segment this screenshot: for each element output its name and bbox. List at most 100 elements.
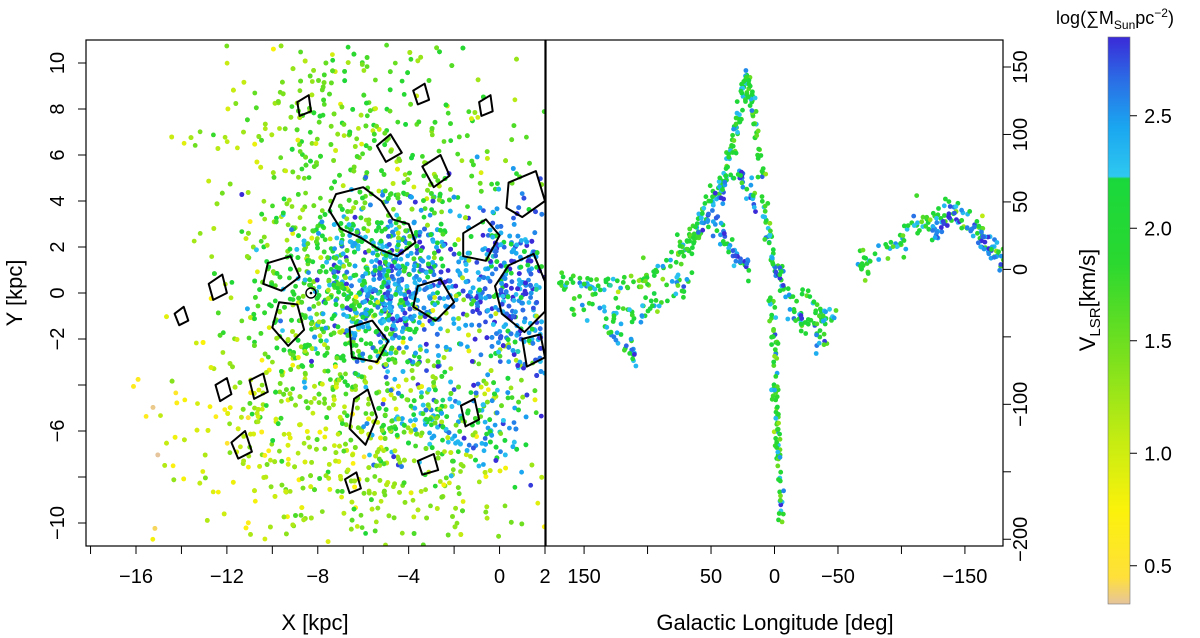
left-data-point	[502, 452, 508, 458]
left-data-point	[413, 427, 418, 433]
right-data-point	[911, 223, 917, 228]
left-data-point	[262, 121, 268, 127]
left-data-point	[470, 309, 476, 314]
left-data-point	[361, 68, 367, 73]
right-data-point	[930, 228, 935, 233]
right-data-point	[794, 298, 799, 304]
left-data-point	[340, 251, 346, 257]
left-data-point	[331, 158, 336, 163]
left-y-tick-label: −6	[47, 420, 69, 443]
left-data-point	[294, 127, 300, 133]
left-data-point	[245, 190, 251, 195]
left-data-point	[482, 391, 488, 397]
left-data-point	[340, 232, 346, 238]
left-data-point	[335, 131, 341, 137]
right-data-point	[721, 231, 727, 236]
right-data-point	[623, 343, 629, 349]
left-data-point	[461, 435, 467, 441]
right-data-point	[615, 305, 621, 310]
left-data-point	[270, 438, 276, 443]
left-data-point	[484, 335, 490, 341]
left-data-point	[516, 205, 522, 211]
left-data-point	[468, 390, 474, 395]
right-x-tick-label: 50	[700, 566, 722, 588]
left-data-point	[424, 348, 429, 354]
left-data-point	[282, 304, 287, 310]
left-data-point	[406, 241, 412, 246]
left-data-point	[435, 450, 441, 456]
left-data-point	[471, 445, 476, 451]
left-data-point	[351, 506, 357, 512]
left-data-point	[195, 401, 200, 406]
colorbar-title-main: log(∑M	[1056, 8, 1114, 28]
left-data-point	[298, 78, 303, 84]
left-data-point	[459, 158, 465, 164]
right-data-point	[775, 411, 780, 417]
left-data-point	[239, 192, 245, 197]
left-data-point	[382, 412, 388, 418]
right-data-point	[865, 271, 871, 276]
left-data-point	[412, 329, 418, 335]
left-data-point	[531, 305, 536, 311]
left-data-point	[406, 440, 411, 446]
right-data-point	[564, 280, 570, 286]
colorbar-tick-label: 1.5	[1144, 331, 1172, 353]
right-data-point	[814, 302, 820, 308]
left-data-point	[334, 355, 340, 361]
left-data-point	[407, 170, 412, 176]
left-data-point	[337, 172, 342, 178]
right-x-tick-label: −150	[942, 566, 987, 588]
left-data-point	[311, 110, 317, 116]
right-data-point	[972, 224, 977, 230]
left-data-point	[396, 235, 401, 241]
left-data-point	[375, 449, 380, 455]
left-data-point	[348, 437, 354, 443]
left-data-point	[298, 344, 304, 350]
left-data-point	[355, 425, 361, 431]
left-data-point	[402, 292, 407, 298]
right-data-point	[743, 99, 748, 104]
left-data-point	[322, 353, 328, 358]
left-data-point	[319, 208, 325, 214]
left-data-point	[480, 402, 486, 408]
left-data-point	[532, 230, 538, 236]
left-data-point	[519, 469, 524, 475]
right-data-point	[643, 295, 648, 301]
left-data-point	[302, 349, 308, 354]
left-data-point	[188, 135, 194, 141]
left-data-point	[392, 448, 398, 454]
right-y-tick-label: −100	[1010, 382, 1032, 427]
left-data-point	[246, 335, 252, 341]
left-data-point	[254, 411, 260, 416]
left-data-point	[341, 263, 347, 269]
right-data-point	[1004, 251, 1009, 256]
left-data-point	[372, 528, 378, 534]
left-data-point	[261, 234, 267, 240]
left-data-point	[436, 148, 442, 154]
left-data-point	[513, 292, 519, 297]
left-data-point	[327, 91, 332, 97]
left-data-point	[221, 511, 227, 517]
left-data-point	[425, 187, 430, 193]
left-data-point	[523, 442, 529, 448]
left-data-point	[281, 391, 287, 397]
left-data-point	[401, 92, 407, 97]
left-data-point	[431, 195, 436, 200]
right-data-point	[786, 292, 792, 298]
right-data-point	[821, 331, 827, 337]
left-data-point	[441, 482, 447, 488]
left-data-point	[339, 489, 345, 494]
left-data-point	[426, 78, 432, 83]
left-data-point	[523, 414, 529, 420]
left-data-point	[339, 494, 344, 500]
left-data-point	[354, 524, 360, 529]
left-data-point	[418, 489, 424, 494]
right-data-point	[1006, 254, 1011, 259]
left-data-point	[364, 64, 370, 69]
right-data-point	[557, 280, 562, 286]
left-data-point	[155, 452, 161, 458]
left-data-point	[460, 275, 465, 281]
left-data-point	[509, 137, 515, 143]
right-data-point	[613, 337, 619, 343]
left-data-point	[375, 505, 381, 511]
